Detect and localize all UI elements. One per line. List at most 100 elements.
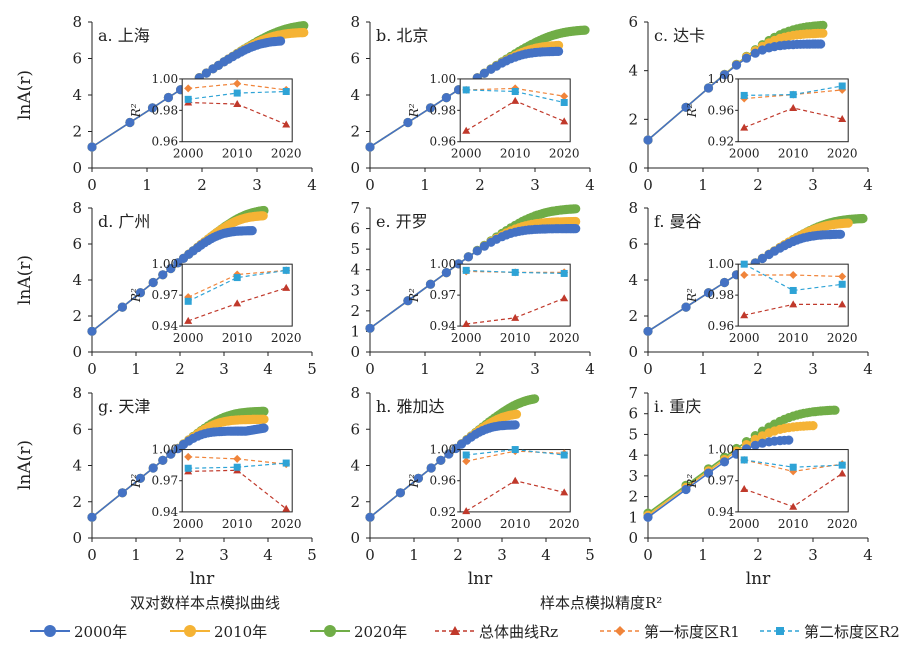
inset-x-tick-label: 2010 <box>500 517 531 531</box>
data-point <box>403 296 413 306</box>
inset-x-tick-label: 2000 <box>729 517 760 531</box>
inset-marker-R2 <box>462 86 470 94</box>
y-tick-label: 6 <box>350 420 360 438</box>
inset-y-label: R² <box>407 474 421 489</box>
data-point <box>643 512 653 522</box>
inset-marker-R1 <box>233 454 242 463</box>
inset-y-label: R² <box>407 288 421 303</box>
inset-marker-R1 <box>233 79 242 88</box>
data-point <box>259 406 269 416</box>
data-point <box>365 512 375 522</box>
data-point <box>580 25 590 35</box>
main-x-axis-label: lnr <box>468 569 493 589</box>
legend-marker <box>310 625 350 637</box>
x-tick-label: 3 <box>530 360 540 378</box>
x-tick-label: 2 <box>475 176 485 194</box>
legend-marker <box>600 626 640 636</box>
main-y-axis-label: lnA(r) <box>15 70 35 120</box>
data-point <box>530 394 540 404</box>
inset-y-tick-label: 1.00 <box>151 443 178 457</box>
y-tick-label: 0 <box>72 343 82 361</box>
inset-marker-R2 <box>282 459 290 467</box>
y-tick-label: 1 <box>628 508 638 526</box>
y-tick-label: 0 <box>628 529 638 547</box>
data-point <box>472 246 482 256</box>
inset-y-tick-label: 0.97 <box>707 474 734 488</box>
inset-marker-R2 <box>789 286 797 294</box>
inset-marker-R2 <box>233 274 241 282</box>
inset-marker-R2 <box>838 280 846 288</box>
data-point <box>816 39 826 49</box>
inset-marker-R2 <box>740 260 748 268</box>
inset-y-tick-label: 1.00 <box>707 257 734 271</box>
legend-label: 总体曲线Rz <box>479 622 559 641</box>
y-tick-label: 4 <box>628 446 638 464</box>
x-tick-label: 1 <box>698 176 708 194</box>
inset-marker-R2 <box>789 463 797 471</box>
data-point <box>117 302 127 312</box>
legend-item: 第一标度区R1 <box>600 620 740 642</box>
data-point <box>413 473 423 483</box>
data-point <box>201 68 211 78</box>
inset-marker-R2 <box>740 456 748 464</box>
inset-x-tick-label: 2000 <box>451 147 482 161</box>
chart-title: a. 上海 <box>98 26 150 45</box>
inset-x-tick-label: 2010 <box>500 331 531 345</box>
x-tick-label: 3 <box>497 546 507 564</box>
main-x-axis-label: lnr <box>190 569 215 589</box>
inset-marker-Rz <box>838 300 847 308</box>
inset-x-tick-label: 2020 <box>827 517 858 531</box>
y-tick-label: 7 <box>350 199 360 217</box>
inset-x-tick-label: 2000 <box>173 331 204 345</box>
data-point <box>158 270 168 280</box>
data-point <box>719 70 730 80</box>
legend-marker <box>435 626 475 635</box>
data-point <box>681 484 691 495</box>
inset-y-tick-label: 0.98 <box>429 103 456 117</box>
y-tick-label: 5 <box>628 425 638 443</box>
y-tick-label: 2 <box>72 123 82 141</box>
data-point <box>259 423 269 433</box>
data-point <box>681 102 691 112</box>
x-tick-label: 4 <box>541 546 551 564</box>
x-tick-label: 0 <box>643 546 653 564</box>
inset-marker-R2 <box>233 89 241 97</box>
inset-marker-R2 <box>462 266 470 274</box>
data-point <box>166 449 176 459</box>
data-point <box>163 92 173 103</box>
inset-x-tick-label: 2020 <box>827 147 858 161</box>
x-tick-label: 2 <box>753 546 763 564</box>
inset-y-tick-label: 0.96 <box>707 319 734 333</box>
y-tick-label: 8 <box>72 199 82 217</box>
data-point <box>571 204 581 214</box>
chart-title: f. 曼谷 <box>654 212 702 231</box>
x-tick-label: 2 <box>753 360 763 378</box>
legend-label: 第一标度区R1 <box>644 622 740 641</box>
data-point <box>158 455 168 465</box>
data-point <box>750 48 760 58</box>
y-tick-label: 2 <box>628 488 638 506</box>
data-point <box>87 326 97 336</box>
inset-x-tick-label: 2020 <box>549 517 580 531</box>
inset-y-tick-label: 0.98 <box>707 288 734 302</box>
inset-x-tick-label: 2020 <box>827 331 858 345</box>
legend: 双对数样本点模拟曲线 样本点模拟精度R² 2000年 2010年 2020年 总体曲线… <box>0 590 921 648</box>
data-point <box>117 488 127 498</box>
inset-y-tick-label: 0.97 <box>151 474 178 488</box>
inset-marker-R2 <box>184 297 192 305</box>
data-point <box>463 252 473 262</box>
data-point <box>436 455 446 465</box>
y-tick-label: 0 <box>350 159 360 177</box>
data-point <box>731 60 742 70</box>
x-tick-label: 4 <box>585 360 595 378</box>
chart-title: d. 广州 <box>98 212 150 231</box>
